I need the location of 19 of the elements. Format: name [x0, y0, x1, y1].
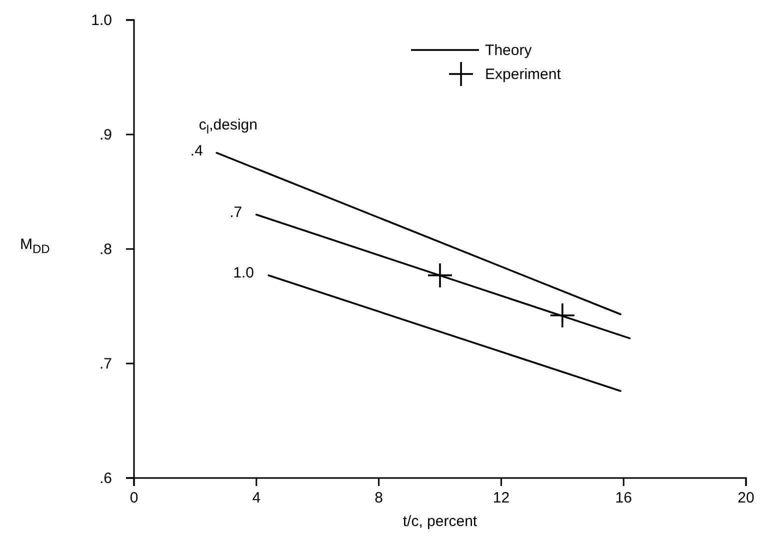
x-tick-label: 16 [615, 490, 632, 507]
legend-label: Theory [485, 42, 532, 59]
x-tick-label: 4 [252, 490, 261, 507]
x-tick-label: 12 [492, 490, 510, 507]
y-axis-title: M$_{DD}$ [20, 236, 50, 256]
y-tick-label: .9 [99, 126, 112, 144]
annotation: c$_{l}$,design [198, 116, 258, 136]
annotation: .4 [190, 142, 203, 160]
x-tick-label: 8 [374, 490, 383, 507]
y-tick-label: .8 [99, 240, 112, 258]
y-tick-label: .7 [99, 355, 112, 372]
x-axis-title: t/c, percent [402, 513, 478, 530]
annotation: 1.0 [233, 264, 254, 282]
annotation: .7 [230, 204, 242, 222]
y-tick-label: 1.0 [91, 12, 112, 29]
legend-label: Experiment [485, 66, 562, 83]
x-tick-label: 20 [738, 490, 754, 507]
y-tick-label: .6 [99, 470, 112, 487]
x-tick-label: 0 [130, 490, 138, 507]
